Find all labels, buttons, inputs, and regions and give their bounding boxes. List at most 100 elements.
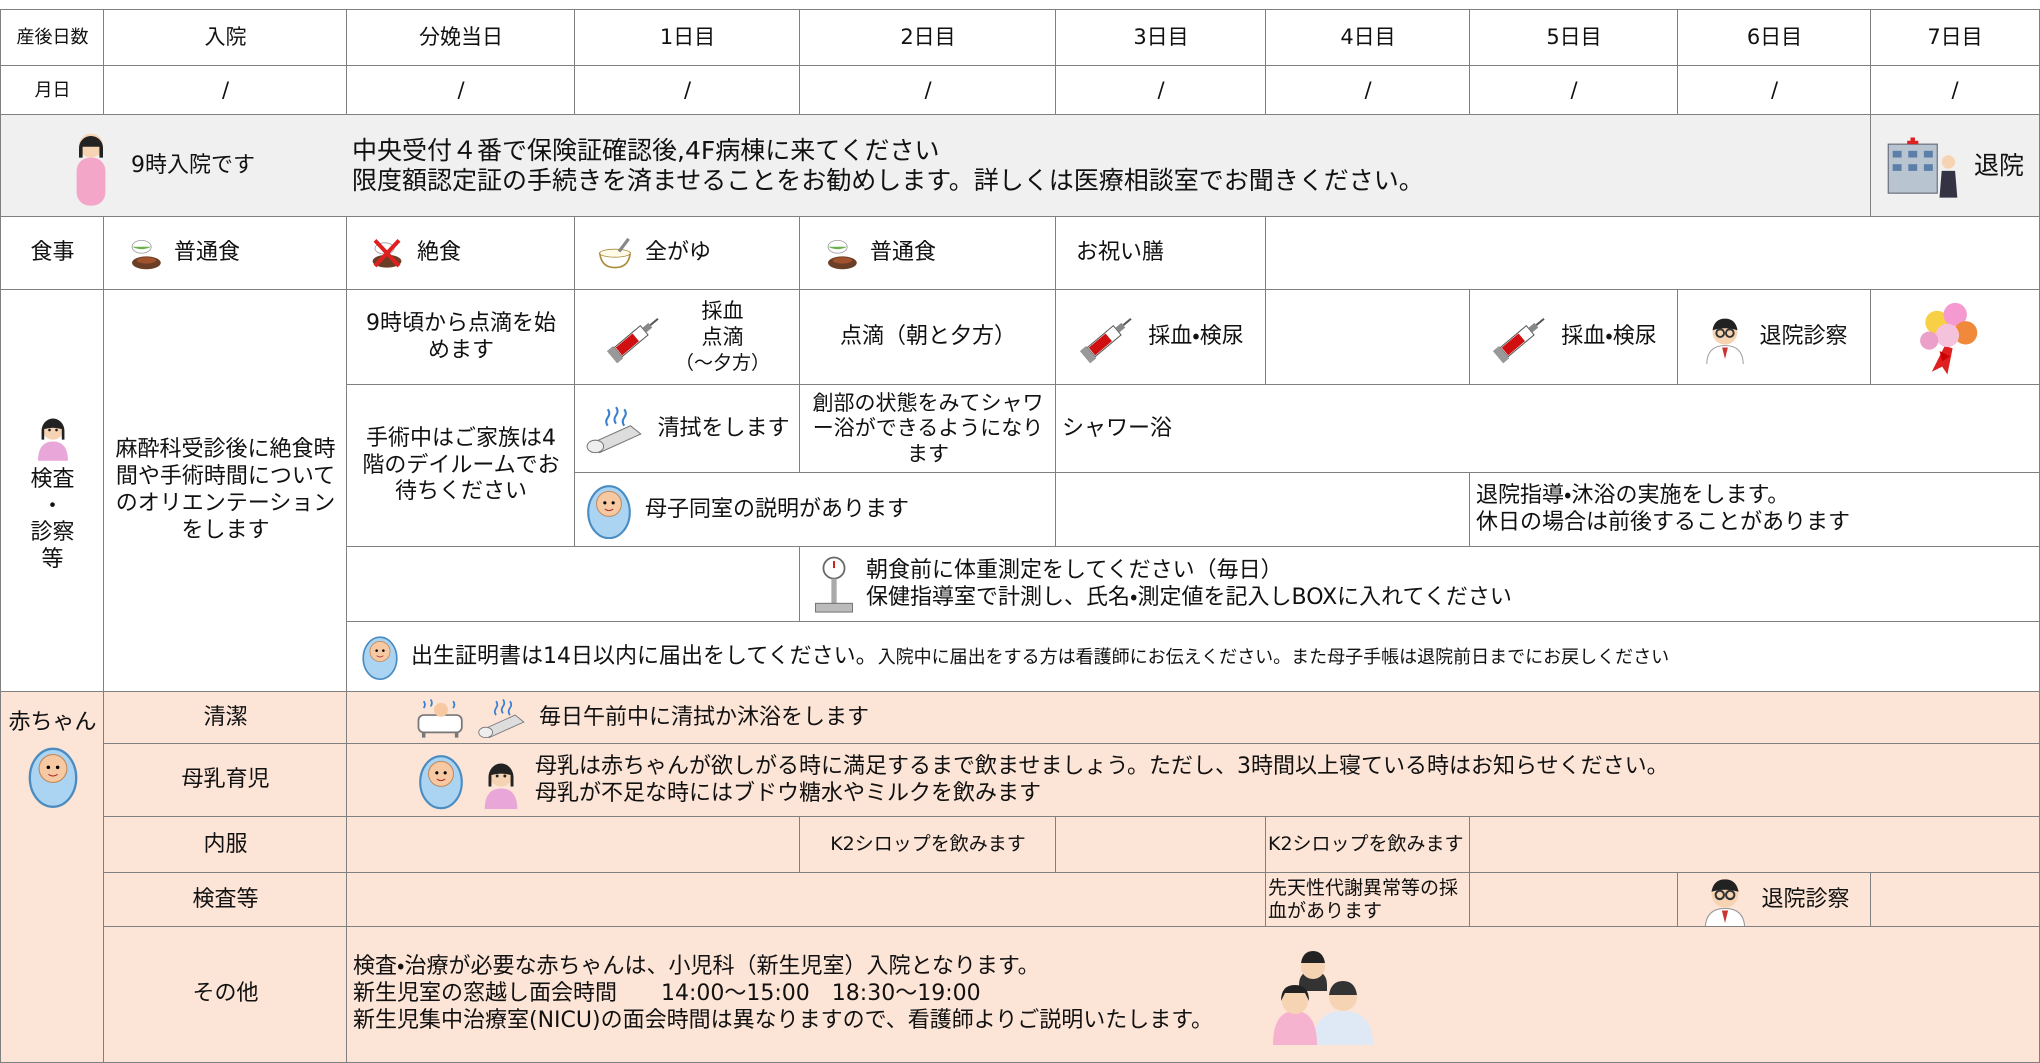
icon-syringe — [1493, 317, 1545, 363]
table-cell: 創部の状態をみてシャワー浴ができるようになります — [799, 384, 1056, 473]
table-cell: 朝食前に体重測定をしてください（毎日） 保健指導室で計測し、氏名・測定値を記入しB… — [799, 546, 2040, 622]
cell-text: 絶食 — [417, 240, 461, 267]
cell-text: 全がゆ — [645, 240, 711, 267]
cell-text: 3日目 — [1133, 25, 1188, 51]
text: 出生証明書は14日以内に届出をしてください。 — [411, 643, 878, 669]
text-line: 全がゆ — [645, 240, 712, 266]
text-line: 産後日数 — [16, 27, 89, 49]
text-line: / — [1951, 77, 1959, 102]
icon-woman — [37, 418, 68, 461]
text-line: 母乳が不足な時にはブドウ糖水やミルクを飲みます — [535, 780, 1042, 806]
cell-text: / — [1157, 78, 1164, 104]
cell-text: 採血・検尿 — [1148, 324, 1243, 351]
text-line: 検査 — [30, 466, 75, 492]
cell-text: K2シロップを飲みます — [1268, 833, 1464, 856]
text-line: 点滴（朝と夕方） — [839, 324, 1016, 350]
cell-text: 朝食前に体重測定をしてください（毎日） 保健指導室で計測し、氏名・測定値を記入しB… — [866, 558, 1512, 612]
text-line: K2シロップを飲みます — [830, 833, 1026, 856]
cell-text: その他 — [192, 981, 258, 1008]
table-cell: 検査等 — [103, 872, 347, 927]
discharge: 退院 — [1870, 114, 2040, 217]
text-line: 等 — [41, 547, 64, 573]
text-line: 月日 — [34, 79, 71, 101]
baby-label: 赤ちゃん — [0, 691, 104, 1063]
cell-text: 検査・診察等 — [30, 467, 74, 574]
table-cell: / — [103, 65, 347, 115]
icon-woman — [484, 763, 518, 810]
icon-baby — [587, 485, 631, 540]
cell-text: / — [924, 78, 931, 104]
table-cell: その他 — [103, 926, 347, 1063]
table-cell: K2シロップを飲みます — [1265, 816, 1470, 873]
text-line: 4日目 — [1340, 25, 1396, 50]
icon-rice — [827, 239, 857, 269]
table-cell: 普通食 — [799, 216, 1056, 290]
table-cell — [1055, 816, 1266, 873]
cell-text: 採血・検尿 — [1561, 324, 1656, 351]
table-cell: 5日目 — [1469, 9, 1678, 66]
cell-text: 1日目 — [660, 25, 715, 51]
cell-text: 先天性代謝異常等の採血があります — [1268, 877, 1468, 923]
cell-text: 採血 点滴 （〜夕方） — [675, 299, 770, 376]
table-cell: / — [1870, 65, 2040, 115]
text-line: 普通食 — [174, 240, 241, 266]
cell-text: 退院指導・沐浴の実施をします。 休日の場合は前後することがあります — [1476, 483, 1850, 537]
text-line: 毎日午前中に清拭か沐浴をします — [539, 704, 870, 730]
cell-text: 母子同室の説明があります — [645, 497, 909, 524]
cell-text: 産後日数 — [17, 27, 89, 49]
table-cell: シャワー浴 — [1055, 384, 2040, 473]
cell-text: 退院診察 — [1761, 887, 1849, 914]
table-cell: / — [799, 65, 1056, 115]
cell-text: 母乳は赤ちゃんが欲しがる時に満足するまで飲ませましょう。ただし、3時間以上寝てい… — [535, 754, 1669, 808]
text: （〜夕方） — [674, 352, 770, 375]
table-cell: 清潔 — [103, 691, 347, 744]
cell-text: 普通食 — [870, 240, 936, 267]
table-cell — [1469, 816, 2040, 873]
table-cell: 普通食 — [103, 216, 347, 290]
text-line: 9時入院です — [131, 152, 255, 178]
text-line: 2日目 — [900, 25, 956, 50]
icon-porridge — [598, 237, 632, 268]
table-cell: 手術中はご家族は4階のデイルームでお待ちください — [346, 384, 575, 547]
cell-text: 9時入院です — [131, 153, 255, 180]
table-cell: / — [1469, 65, 1678, 115]
text-line: / — [1570, 77, 1578, 102]
text-line: 麻酔科受診後に絶食時間や手術時間についてのオリエンテーションをします — [115, 437, 336, 543]
text-line: / — [1770, 77, 1779, 102]
table-cell — [1870, 289, 2040, 385]
table-cell: / — [346, 65, 575, 115]
table-cell: 出生証明書は14日以内に届出をしてください。入院中に届出をする方は看護師にお伝え… — [346, 621, 2040, 692]
table-cell: 点滴（朝と夕方） — [799, 289, 1056, 385]
text-line: 中央受付４番で保険証確認後,4F病棟に来てください — [352, 135, 940, 165]
table-cell: 月日 — [0, 65, 104, 115]
table-cell: お祝い膳 — [1055, 216, 1266, 290]
cell-text: お祝い膳 — [1076, 240, 1164, 267]
table-cell: 6日目 — [1677, 9, 1871, 66]
cell-text: 分娩当日 — [419, 25, 503, 51]
cell-text: 退院診察 — [1759, 324, 1847, 351]
table-cell: 検査・治療が必要な赤ちゃんは、小児科（新生児室）入院となります。 新生児室の窓越し… — [346, 926, 2040, 1063]
text-line: 9時頃から点滴を始めます — [366, 310, 556, 363]
icon-mother — [76, 133, 106, 206]
text-line: 診察 — [30, 520, 75, 546]
admission-info: 中央受付４番で保険証確認後,4F病棟に来てください 限度額認定証の手続きを済ませる… — [346, 114, 1871, 217]
text-line: 退院 — [1973, 150, 2024, 180]
table-cell — [1469, 872, 1678, 927]
text-line: 採血・検尿 — [1148, 324, 1244, 350]
text-line: 検査等 — [192, 886, 259, 912]
cell-text: / — [1771, 78, 1778, 104]
text-line: 1日目 — [659, 25, 716, 50]
table-cell — [1265, 216, 2040, 290]
cell-text: 7日目 — [1927, 25, 1982, 51]
table-cell: 入院 — [103, 9, 347, 66]
text-line: 母乳は赤ちゃんが欲しがる時に満足するまで飲ませましょう。ただし、3時間以上寝てい… — [535, 753, 1669, 779]
cell-text: / — [1951, 78, 1958, 104]
text-line: 採血・検尿 — [1561, 324, 1657, 350]
table-cell: 1日目 — [574, 9, 800, 66]
table-cell — [1055, 472, 1470, 547]
text-line: 絶食 — [417, 240, 462, 266]
text-line: 入院 — [204, 25, 247, 50]
table-cell: 内服 — [103, 816, 347, 873]
text-line: 7日目 — [1927, 25, 1983, 50]
table-cell: 分娩当日 — [346, 9, 575, 66]
